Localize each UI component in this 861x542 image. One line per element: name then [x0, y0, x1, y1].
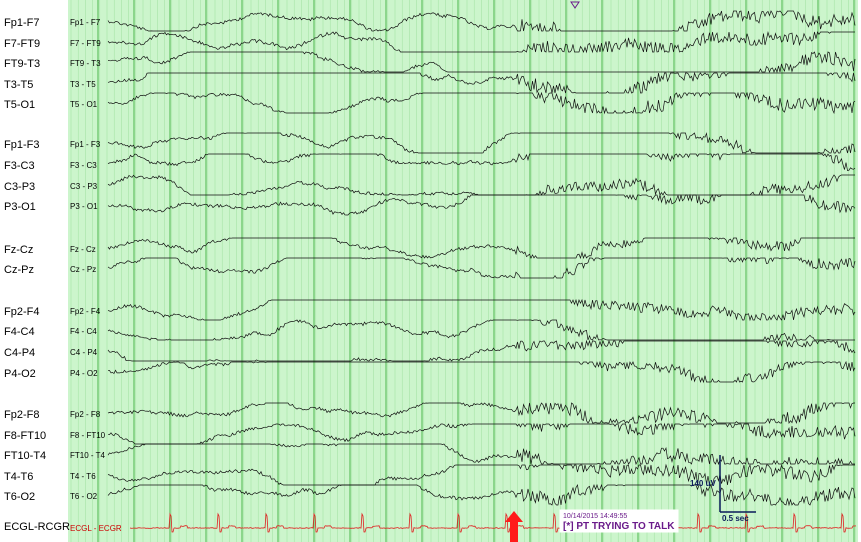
channel-label-ecg: ECGL-RCGR — [4, 521, 70, 533]
inner-label-t3-t5: T3 - T5 — [70, 80, 96, 89]
inner-label-fp2-f4: Fp2 - F4 — [70, 307, 101, 316]
time-scale-label: 0.5 sec — [722, 514, 749, 523]
inner-label-t4-t6: T4 - T6 — [70, 472, 96, 481]
inner-label-ecg: ECGL - ECGR — [70, 524, 122, 533]
eeg-trace — [107, 71, 856, 94]
channel-label-c3-p3: C3-P3 — [4, 181, 35, 193]
inner-label-t5-o1: T5 - O1 — [70, 100, 98, 109]
eeg-trace — [107, 193, 856, 216]
channel-label-fz-cz: Fz-Cz — [4, 244, 33, 256]
channel-label-f4-c4: F4-C4 — [4, 326, 35, 338]
eeg-trace — [107, 360, 856, 384]
channel-label-t3-t5: T3-T5 — [4, 79, 33, 91]
channel-label-c4-p4: C4-P4 — [4, 347, 35, 359]
annotation-timestamp: 10/14/2015 14:49:55 — [563, 513, 627, 520]
inner-label-f4-c4: F4 - C4 — [70, 327, 97, 336]
eeg-trace — [107, 91, 856, 115]
channel-label-t5-o1: T5-O1 — [4, 99, 35, 111]
eeg-trace — [107, 298, 856, 322]
amplitude-scale-label: 140 uV — [690, 479, 716, 488]
eeg-trace — [107, 319, 855, 341]
inner-label-fp2-f8: Fp2 - F8 — [70, 410, 101, 419]
channel-label-fp1-f7: Fp1-F7 — [4, 17, 39, 29]
channel-label-p4-o2: P4-O2 — [4, 368, 36, 380]
channel-label-p3-o1: P3-O1 — [4, 201, 36, 213]
eeg-trace — [107, 31, 855, 54]
channel-label-cz-pz: Cz-Pz — [4, 264, 34, 276]
eeg-trace — [107, 132, 856, 154]
inner-label-cz-pz: Cz - Pz — [70, 265, 96, 274]
eeg-trace — [107, 152, 856, 172]
channel-label-f7-ft9: F7-FT9 — [4, 38, 40, 50]
eeg-trace — [107, 483, 856, 507]
channel-label-ft10-t4: FT10-T4 — [4, 450, 46, 462]
channel-label-ft9-t3: FT9-T3 — [4, 58, 40, 70]
eeg-trace — [107, 10, 856, 33]
inner-label-c4-p4: C4 - P4 — [70, 348, 98, 357]
inner-label-c3-p3: C3 - P3 — [70, 182, 98, 191]
inner-label-fp1-f3: Fp1 - F3 — [70, 140, 101, 149]
ecg-trace — [129, 512, 857, 533]
eeg-trace — [107, 257, 856, 279]
calibration-bar: 140 uV 0.5 sec — [690, 455, 756, 523]
inner-label-f8-ft10: F8 - FT10 — [70, 431, 106, 440]
eeg-trace — [107, 443, 855, 466]
eeg-traces — [107, 10, 857, 533]
eeg-trace — [107, 422, 856, 445]
inner-label-p4-o2: P4 - O2 — [70, 369, 98, 378]
eeg-trace — [107, 51, 856, 74]
chevron-down-icon — [570, 1, 580, 9]
inner-label-p3-o1: P3 - O1 — [70, 202, 98, 211]
inner-label-ft9-t3: FT9 - T3 — [70, 59, 101, 68]
annotation-text: [*] PT TRYING TO TALK — [563, 521, 675, 532]
channel-label-fp2-f8: Fp2-F8 — [4, 409, 39, 421]
eeg-trace — [107, 339, 856, 362]
channel-label-fp1-f3: Fp1-F3 — [4, 139, 39, 151]
eeg-trace — [107, 463, 855, 486]
inner-label-t6-o2: T6 - O2 — [70, 492, 98, 501]
channel-labels: Fp1-F7 F7-FT9 FT9-T3 T3-T5 T5-O1 Fp1-F3 … — [4, 17, 70, 533]
inner-label-f7-ft9: F7 - FT9 — [70, 39, 101, 48]
channel-label-t4-t6: T4-T6 — [4, 471, 33, 483]
red-arrow-icon — [505, 511, 523, 542]
annotation-background — [559, 509, 679, 533]
inner-label-fp1-f7: Fp1 - F7 — [70, 18, 101, 27]
channel-label-f8-ft10: F8-FT10 — [4, 430, 46, 442]
channel-label-t6-o2: T6-O2 — [4, 491, 35, 503]
inner-label-ft10-t4: FT10 - T4 — [70, 451, 106, 460]
inner-label-f3-c3: F3 - C3 — [70, 161, 97, 170]
inner-label-fz-cz: Fz - Cz — [70, 245, 96, 254]
channel-label-f3-c3: F3-C3 — [4, 160, 35, 172]
inner-channel-labels: Fp1 - F7 F7 - FT9 FT9 - T3 T3 - T5 T5 - … — [70, 18, 122, 533]
annotation-box[interactable]: 10/14/2015 14:49:55 [*] PT TRYING TO TAL… — [559, 509, 679, 533]
eeg-trace — [107, 237, 855, 260]
channel-label-fp2-f4: Fp2-F4 — [4, 306, 39, 318]
eeg-trace — [107, 402, 855, 425]
time-grid — [70, 0, 857, 542]
